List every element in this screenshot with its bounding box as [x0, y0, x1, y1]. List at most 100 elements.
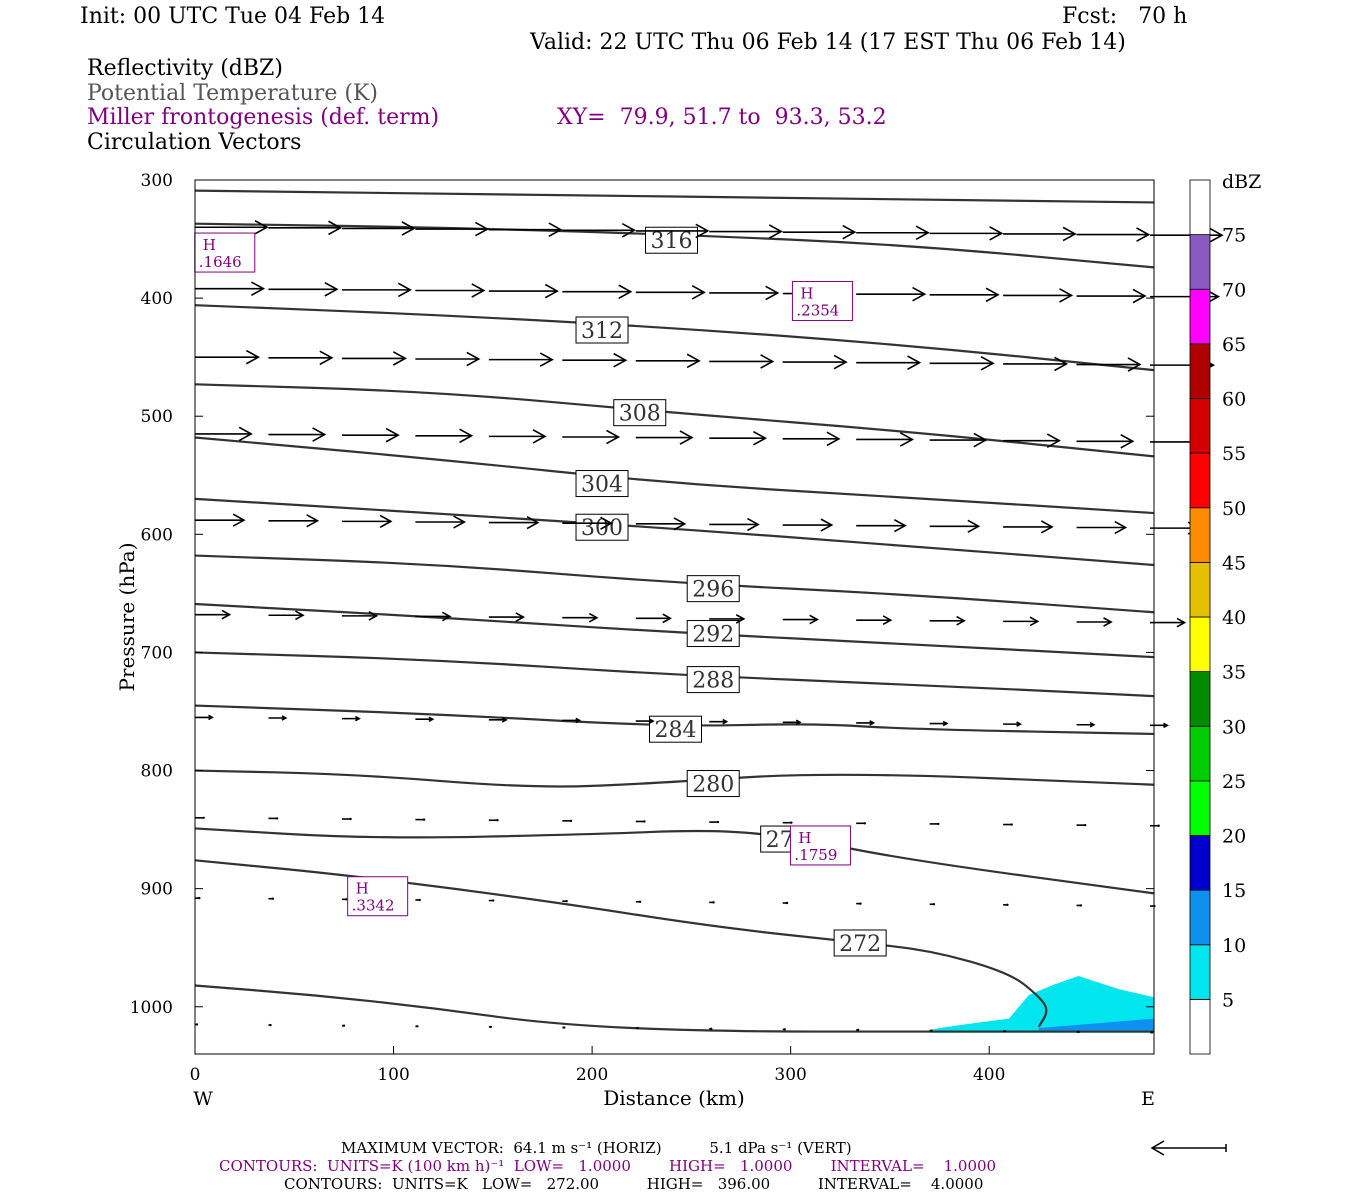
- circulation-vector: [635, 718, 655, 724]
- circulation-vector: [1003, 721, 1023, 727]
- svg-text:.3342: .3342: [352, 897, 395, 915]
- colorbar-segment: [1189, 671, 1211, 727]
- circulation-vector: [1150, 824, 1160, 827]
- circulation-vector: [488, 819, 499, 822]
- colorbar-level-label: 45: [1222, 552, 1246, 574]
- circulation-vector: [195, 896, 201, 900]
- circulation-vector: [856, 822, 867, 825]
- circulation-vector: [415, 611, 452, 622]
- svg-text:296: 296: [692, 578, 734, 603]
- isentrope-label-272: 272: [833, 929, 887, 957]
- circulation-vector: [268, 220, 343, 236]
- isentrope-label-308: 308: [613, 399, 667, 427]
- circulation-vector: [488, 222, 563, 237]
- colorbar-label: dBZ: [1222, 171, 1261, 193]
- colorbar-level-label: 15: [1222, 880, 1246, 902]
- circulation-vector: [856, 225, 930, 241]
- circulation-vector: [268, 514, 320, 528]
- circulation-vector: [709, 718, 729, 725]
- circulation-vector: [195, 609, 232, 620]
- circulation-vector: [782, 719, 802, 726]
- circulation-vector: [1150, 722, 1169, 729]
- y-tick-label: 800: [141, 762, 173, 782]
- cross-section-endpoints: XY= 79.9, 51.7 to 93.3, 53.2: [557, 105, 887, 130]
- isentrope-276: [194, 827, 1155, 895]
- circulation-vector: [268, 350, 334, 366]
- circulation-vector: [1003, 1030, 1007, 1033]
- frontogenesis-high: H.1759: [789, 825, 851, 866]
- max-vector-note: MAXIMUM VECTOR: 64.1 m s⁻¹ (HORIZ) 5.1 d…: [341, 1139, 852, 1157]
- y-tick-label: 400: [141, 289, 173, 309]
- circulation-vector: [341, 221, 416, 236]
- isentrope-300: [194, 497, 1155, 567]
- circulation-vector: [341, 514, 393, 529]
- circulation-vector: [929, 720, 949, 727]
- svg-text:316: 316: [651, 229, 693, 254]
- circulation-vector: [782, 821, 793, 824]
- circulation-vector: [709, 285, 780, 301]
- circulation-vector: [635, 1026, 639, 1030]
- svg-text:H: H: [356, 880, 369, 898]
- colorbar-level-label: 5: [1222, 989, 1234, 1011]
- circulation-vector: [1003, 616, 1040, 627]
- circulation-vector: [562, 612, 599, 623]
- svg-text:272: 272: [839, 932, 881, 957]
- isentrope-label-280: 280: [686, 770, 740, 798]
- circulation-vector: [635, 430, 694, 445]
- colorbar-level-label: 60: [1222, 389, 1246, 411]
- colorbar-level-label: 55: [1222, 443, 1246, 465]
- colorbar-level-label: 75: [1222, 225, 1246, 247]
- circulation-vector: [929, 226, 1004, 241]
- circulation-vector: [562, 284, 633, 300]
- isentrope-292: [194, 602, 1155, 659]
- svg-text:284: 284: [654, 718, 696, 743]
- x-tick-label: 300: [774, 1065, 806, 1085]
- circulation-vector: [856, 519, 907, 533]
- x-tick-label: 0: [190, 1065, 201, 1085]
- circulation-vector: [782, 354, 848, 370]
- isentrope-label-296: 296: [686, 575, 740, 603]
- circulation-vector: [1076, 357, 1142, 372]
- colorbar-segment: [1189, 944, 1211, 1000]
- circulation-vector: [562, 223, 636, 238]
- circulation-vector: [1150, 1031, 1154, 1034]
- circulation-vector: [195, 513, 246, 527]
- circulation-vector: [1076, 721, 1096, 728]
- circulation-vector: [1076, 1030, 1080, 1034]
- circulation-vector: [1003, 356, 1069, 372]
- colorbar-segment: [1189, 343, 1211, 399]
- circulation-vector: [268, 1023, 272, 1027]
- svg-text:.1646: .1646: [199, 253, 242, 271]
- frontogenesis-high: H.2354: [791, 280, 853, 321]
- circulation-vector: [562, 819, 573, 823]
- circulation-vector: [341, 427, 400, 443]
- circulation-vector: [782, 224, 857, 240]
- circulation-vector: [782, 614, 819, 625]
- circulation-vector: [415, 1025, 419, 1028]
- circulation-vector: [415, 428, 474, 444]
- circulation-vector: [1076, 227, 1151, 242]
- circulation-vector: [1076, 904, 1083, 907]
- x-tick-label: 200: [576, 1065, 608, 1085]
- circulation-vector: [1003, 903, 1009, 907]
- circulation-vector: [341, 817, 352, 821]
- isentrope-label-292: 292: [686, 620, 740, 648]
- colorbar-segment: [1189, 835, 1211, 891]
- reference-vector: [1150, 1140, 1227, 1156]
- circulation-vector: [341, 610, 379, 621]
- colorbar-level-label: 20: [1222, 826, 1246, 848]
- colorbar-segment: [1189, 616, 1211, 673]
- circulation-vector: [929, 519, 981, 533]
- circulation-vector: [415, 818, 426, 821]
- circulation-vector: [1150, 904, 1156, 908]
- circulation-vector: [341, 715, 361, 722]
- y-tick-label: 700: [141, 643, 173, 663]
- colorbar-segment: [1189, 452, 1211, 509]
- circulation-vector: [635, 613, 673, 624]
- svg-text:304: 304: [581, 473, 623, 498]
- reflectivity-10dbz: [1038, 1018, 1154, 1031]
- svg-text:312: 312: [581, 319, 623, 344]
- circulation-vector: [856, 1028, 860, 1032]
- circulation-vector: [1076, 433, 1135, 449]
- circulation-vector: [929, 355, 995, 371]
